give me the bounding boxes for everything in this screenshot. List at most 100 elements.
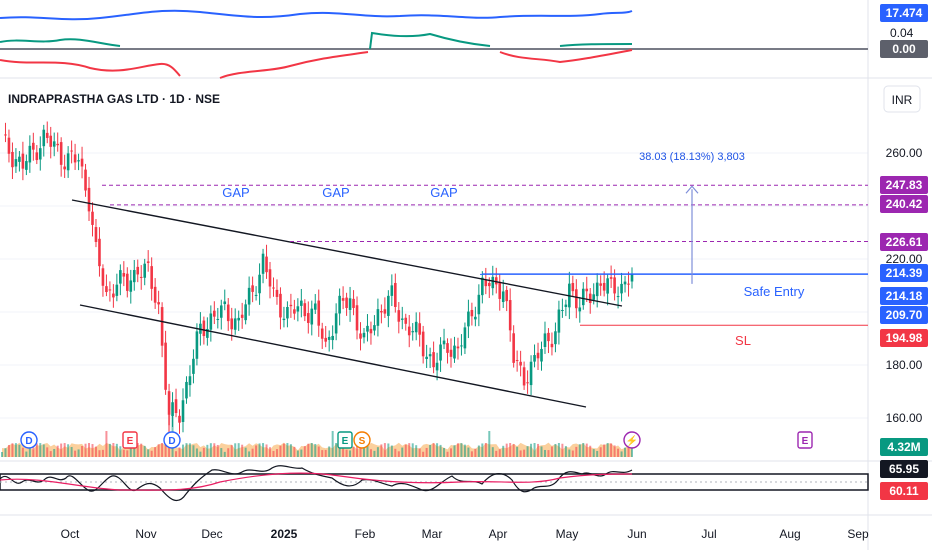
candle bbox=[21, 141, 25, 181]
candle bbox=[129, 269, 133, 304]
candle bbox=[206, 317, 209, 346]
svg-text:240.42: 240.42 bbox=[886, 197, 923, 211]
volume-bar bbox=[557, 443, 560, 457]
volume-bar bbox=[575, 446, 578, 457]
volume-bar bbox=[620, 451, 623, 457]
volume-bar bbox=[314, 443, 317, 457]
volume-bar bbox=[248, 451, 251, 457]
volume-bar bbox=[453, 445, 456, 457]
volume-bar bbox=[512, 444, 515, 457]
volume-bar bbox=[436, 443, 439, 457]
candle bbox=[105, 274, 108, 297]
volume-bar bbox=[342, 446, 345, 457]
volume-bar bbox=[122, 449, 125, 457]
rsi-badge-1-text: 65.95 bbox=[889, 462, 919, 476]
candle bbox=[66, 146, 70, 178]
volume-bar bbox=[126, 450, 129, 457]
candle bbox=[585, 276, 589, 302]
rsi-badge-1 bbox=[880, 460, 928, 478]
volume-bar bbox=[202, 447, 205, 457]
candle bbox=[209, 305, 213, 342]
candle bbox=[564, 299, 568, 317]
candle bbox=[146, 250, 150, 272]
volume-bar bbox=[269, 447, 272, 457]
volume-bar bbox=[293, 446, 296, 457]
candle bbox=[49, 126, 53, 159]
candle bbox=[7, 129, 11, 163]
candle bbox=[547, 328, 550, 354]
price-badge: 214.18 bbox=[880, 287, 928, 305]
time-tick: Nov bbox=[135, 527, 156, 541]
candle bbox=[557, 300, 561, 345]
event-marker[interactable]: D bbox=[163, 431, 181, 449]
candle bbox=[620, 272, 623, 302]
volume-bar bbox=[220, 448, 223, 457]
volume-bar bbox=[394, 448, 397, 457]
volume-bar bbox=[49, 451, 52, 457]
candle bbox=[84, 163, 87, 197]
candle bbox=[14, 148, 18, 173]
volume-bar bbox=[282, 443, 285, 457]
volume-bar bbox=[275, 449, 278, 457]
candle bbox=[432, 341, 435, 374]
event-marker[interactable]: D bbox=[20, 431, 38, 449]
price-badge: 240.42 bbox=[880, 195, 928, 213]
candle bbox=[70, 140, 73, 164]
candle bbox=[512, 325, 515, 368]
candle bbox=[536, 342, 540, 371]
volume-bar bbox=[88, 443, 91, 457]
candle bbox=[279, 287, 282, 330]
volume-bar bbox=[296, 450, 299, 457]
currency-button[interactable]: INR bbox=[883, 85, 921, 113]
candle bbox=[178, 409, 181, 434]
volume-bar bbox=[422, 451, 425, 457]
candle bbox=[94, 218, 98, 248]
candle bbox=[380, 304, 383, 324]
candle bbox=[561, 298, 564, 318]
price-tick: 220.00 bbox=[886, 252, 923, 266]
candle bbox=[303, 299, 307, 322]
volume-bar bbox=[237, 443, 240, 457]
candle bbox=[498, 273, 502, 311]
event-marker[interactable]: ⚡ bbox=[623, 431, 641, 449]
volume-bar bbox=[547, 450, 550, 457]
volume-bar bbox=[129, 446, 132, 457]
volume-bar bbox=[21, 447, 24, 457]
candle bbox=[588, 288, 592, 314]
volume-bar bbox=[467, 447, 470, 457]
candle bbox=[192, 349, 195, 384]
price-badges: 247.83 240.42 226.61 214.39 214.18 209.70 194.… bbox=[880, 176, 928, 347]
volume-bar bbox=[418, 448, 421, 457]
event-marker[interactable]: E bbox=[797, 431, 813, 449]
svg-text:E: E bbox=[342, 436, 349, 447]
time-tick: Mar bbox=[422, 527, 443, 541]
volume-bar bbox=[631, 443, 633, 457]
rsi-signal-line bbox=[0, 472, 633, 491]
candle bbox=[505, 285, 508, 312]
volume-bar bbox=[195, 448, 198, 457]
volume-bar bbox=[498, 449, 501, 457]
event-marker[interactable]: E bbox=[337, 431, 353, 449]
candle bbox=[390, 274, 394, 307]
candle bbox=[226, 298, 230, 331]
candle bbox=[320, 322, 324, 349]
volume-bar bbox=[613, 445, 616, 457]
candle bbox=[112, 284, 115, 308]
candle bbox=[115, 273, 119, 302]
volume-bar bbox=[115, 443, 118, 457]
volume-bar bbox=[4, 448, 7, 457]
svg-text:226.61: 226.61 bbox=[886, 235, 923, 249]
volume-bar bbox=[349, 450, 352, 457]
volume-bar bbox=[596, 450, 599, 457]
measure-arrowhead bbox=[685, 185, 699, 194]
candle bbox=[150, 257, 153, 301]
event-marker[interactable]: S bbox=[353, 431, 371, 449]
volume-bar bbox=[81, 445, 84, 457]
volume-bar bbox=[11, 443, 14, 457]
volume-bar bbox=[425, 447, 428, 457]
volume-bar bbox=[265, 444, 268, 457]
candle bbox=[139, 265, 143, 290]
event-marker[interactable]: E bbox=[122, 431, 138, 449]
volume-bar bbox=[627, 444, 630, 457]
